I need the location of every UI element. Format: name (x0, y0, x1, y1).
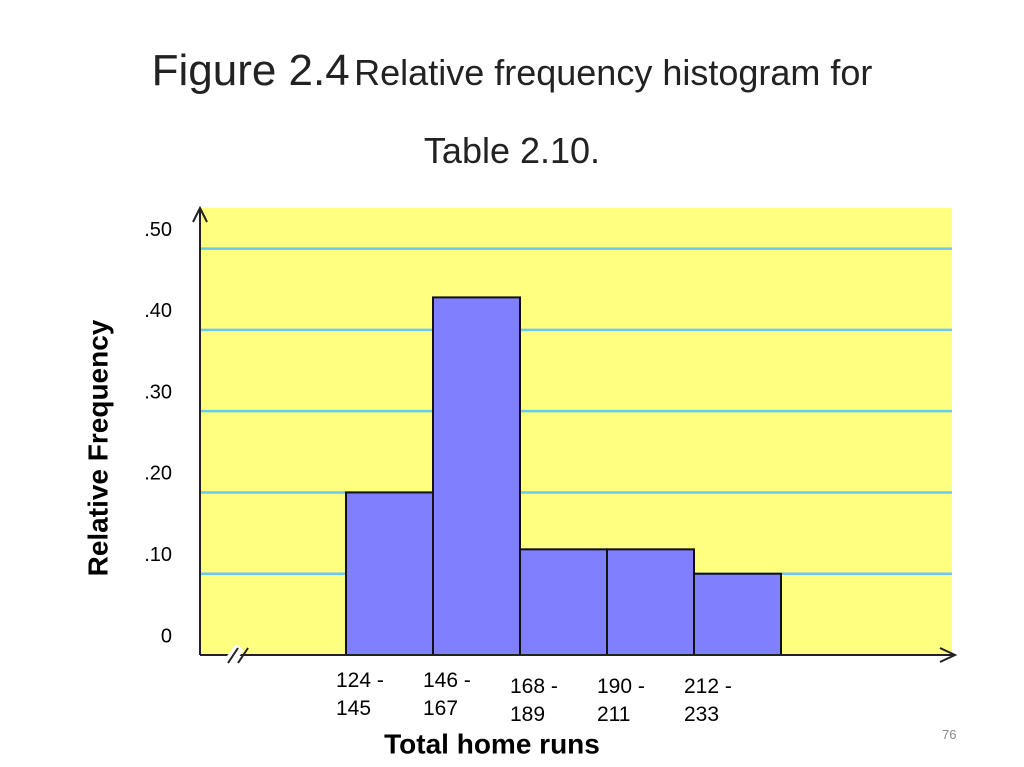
axes (192, 205, 958, 666)
axis-break (227, 647, 239, 664)
y-axis-label: Relative Frequency (82, 319, 113, 576)
page-number: 76 (942, 727, 957, 742)
bars (345, 296, 782, 657)
y-tick-label: .20 (144, 463, 172, 485)
y-tick-label: 0 (161, 625, 172, 647)
y-arrow (192, 205, 208, 223)
axis-break (237, 647, 249, 664)
title-block: Figure 2.4 Relative frequency histogram … (112, 36, 912, 194)
y-tick-label: .40 (144, 300, 172, 322)
bar (432, 296, 521, 656)
y-tick-label: .10 (144, 544, 172, 566)
x-tick-label: 212 - 233 (684, 675, 732, 726)
chart-title: Figure 2.4 (151, 46, 350, 95)
x-tick-label: 146 - 167 (423, 669, 471, 720)
bar (693, 572, 782, 657)
y-tick-label: .30 (144, 381, 172, 403)
bar (519, 548, 608, 657)
x-tick-label: 168 - 189 (510, 675, 558, 726)
x-arrow (939, 647, 958, 663)
x-axis-label: Total home runs (384, 728, 600, 759)
bar (345, 491, 434, 657)
y-tick-label: .50 (144, 219, 172, 241)
x-tick-label: 190 - 211 (597, 675, 645, 726)
chart-subtitle: Relative frequency histogram for Table 2… (354, 52, 873, 171)
bar (606, 548, 695, 657)
x-tick-label: 124 - 145 (336, 669, 384, 720)
